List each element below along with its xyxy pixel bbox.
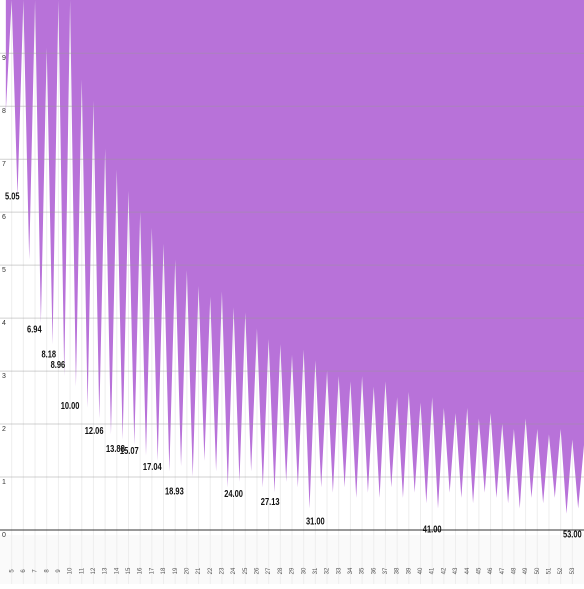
- x-tick-label: 20: [184, 567, 190, 574]
- x-tick-label: 41: [430, 567, 436, 574]
- y-tick-label: 2: [2, 426, 6, 433]
- annotation: 53.00: [563, 529, 582, 540]
- x-tick-label: 17: [149, 567, 155, 574]
- x-tick-label: 11: [79, 567, 85, 574]
- x-tick-label: 16: [138, 567, 144, 574]
- x-tick-label: 34: [348, 567, 354, 574]
- annotation: 8.18: [42, 348, 57, 359]
- annotation: 17.04: [143, 461, 162, 472]
- x-tick-label: 22: [208, 567, 214, 574]
- y-tick-label: 5: [2, 267, 6, 274]
- x-tick-label: 25: [243, 567, 249, 574]
- x-tick-label: 51: [547, 567, 553, 574]
- x-tick-label: 38: [395, 567, 401, 574]
- x-tick-label: 39: [406, 567, 412, 574]
- x-tick-label: 23: [219, 567, 225, 574]
- x-tick-label: 36: [371, 567, 377, 574]
- x-tick-label: 42: [441, 567, 447, 574]
- x-tick-label: 31: [313, 567, 319, 574]
- x-tick-label: 27: [266, 567, 272, 574]
- x-tick-label: 43: [453, 567, 459, 574]
- x-tick-label: 8: [44, 569, 50, 573]
- x-tick-label: 32: [325, 567, 331, 574]
- x-tick-label: 10: [68, 567, 74, 574]
- annotation: 12.06: [85, 425, 104, 436]
- x-tick-label: 50: [535, 567, 541, 574]
- x-tick-label: 45: [476, 567, 482, 574]
- x-tick-label: 46: [488, 567, 494, 574]
- y-tick-label: 7: [2, 161, 6, 168]
- x-tick-label: 12: [91, 567, 97, 574]
- y-tick-label: 1: [2, 479, 6, 486]
- x-tick-label: 7: [33, 569, 39, 573]
- x-tick-label: 48: [511, 567, 517, 574]
- x-tick-label: 40: [418, 567, 424, 574]
- x-tick-label: 15: [126, 567, 132, 574]
- area: [5, 0, 584, 514]
- annotation: 6.94: [27, 324, 42, 335]
- y-tick-label: 6: [2, 214, 6, 221]
- x-tick-label: 24: [231, 567, 237, 574]
- annotation: 18.93: [165, 486, 184, 497]
- x-tick-label: 44: [465, 567, 471, 574]
- x-tick-label: 53: [570, 567, 576, 574]
- x-tick-label: 19: [173, 567, 179, 574]
- annotation: 24.00: [224, 488, 243, 499]
- annotation: 27.13: [261, 496, 280, 507]
- x-tick-label: 14: [114, 567, 120, 574]
- annotation: 31.00: [306, 515, 325, 526]
- x-tick-label: 52: [558, 567, 564, 574]
- x-tick-label: 30: [301, 567, 307, 574]
- x-tick-label: 26: [255, 567, 261, 574]
- annotation: 5.05: [5, 191, 20, 202]
- annotation: 10.00: [61, 400, 80, 411]
- annotation: 15.07: [120, 445, 139, 456]
- x-tick-label: 35: [360, 567, 366, 574]
- y-tick-label: 9: [2, 55, 6, 62]
- x-tick-label: 6: [21, 569, 27, 573]
- annotation: 8.96: [51, 359, 66, 370]
- x-tick-label: 21: [196, 567, 202, 574]
- y-tick-label: 0: [2, 532, 6, 539]
- x-tick-label: 37: [383, 567, 389, 574]
- x-tick-label: 28: [278, 567, 284, 574]
- x-tick-label: 5: [9, 569, 15, 573]
- x-tick-label: 13: [103, 567, 109, 574]
- x-tick-label: 49: [523, 567, 529, 574]
- annotation: 13.88: [106, 443, 125, 454]
- y-tick-label: 4: [2, 320, 6, 327]
- annotation: 41.00: [423, 523, 442, 534]
- x-tick-label: 47: [500, 567, 506, 574]
- y-tick-label: 3: [2, 373, 6, 380]
- x-tick-label: 18: [161, 567, 167, 574]
- x-tick-label: 29: [290, 567, 296, 574]
- y-tick-label: 8: [2, 108, 6, 115]
- x-tick-label: 9: [56, 569, 62, 573]
- x-tick-label: 33: [336, 567, 342, 574]
